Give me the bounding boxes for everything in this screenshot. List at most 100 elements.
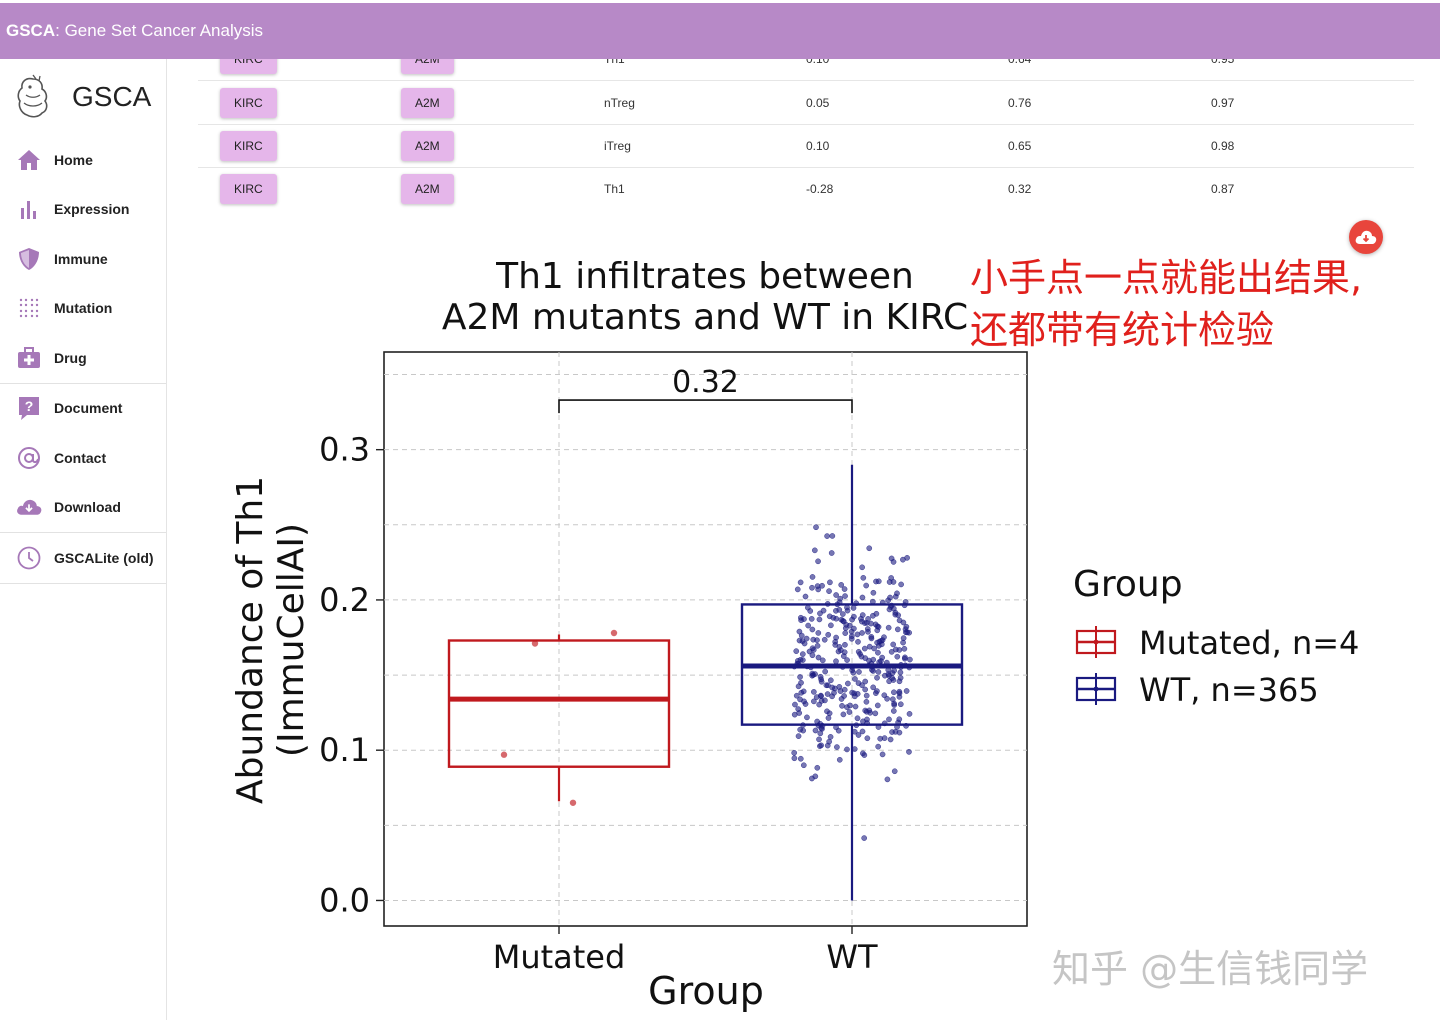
data-point <box>840 618 847 625</box>
data-point <box>842 641 848 648</box>
data-point <box>836 756 843 763</box>
y-tick-label: 0.1 <box>319 731 370 769</box>
data-point <box>809 626 816 633</box>
gene-chip[interactable]: A2M <box>401 130 454 161</box>
sidebar-item-drug[interactable]: Drug <box>0 333 166 383</box>
data-point <box>795 706 802 712</box>
value-2: 0.76 <box>1008 95 1032 110</box>
cell-type: iTreg <box>604 138 631 153</box>
download-fab-button[interactable] <box>1349 220 1383 254</box>
header-brand[interactable]: GSCA <box>6 21 56 40</box>
sidebar-item-gscalite-old[interactable]: GSCALite (old) <box>0 533 166 583</box>
annotation-line: 小手点一点就能出结果, <box>970 256 1363 300</box>
data-point <box>833 634 839 641</box>
x-tick-label: WT <box>826 938 878 976</box>
data-point <box>889 729 895 735</box>
data-point <box>865 628 871 635</box>
gene-chip[interactable]: A2M <box>401 87 454 118</box>
data-point <box>500 751 508 758</box>
table-row: KIRC A2M nTreg 0.05 0.76 0.97 <box>198 81 1414 125</box>
data-point <box>872 710 879 717</box>
data-point <box>811 689 817 695</box>
data-point <box>826 588 832 594</box>
data-point <box>812 547 818 554</box>
data-point <box>888 555 895 562</box>
data-point <box>875 578 882 585</box>
sidebar-item-home[interactable]: Home <box>0 135 166 185</box>
data-point <box>829 693 835 700</box>
data-point <box>859 682 865 689</box>
data-point <box>861 835 867 841</box>
y-tick-label: 0.3 <box>319 431 370 469</box>
data-point <box>875 743 881 750</box>
data-point <box>828 677 834 684</box>
home-icon <box>16 147 42 173</box>
table-row: KIRC A2M iTreg 0.10 0.65 0.98 <box>198 124 1414 168</box>
data-point <box>805 604 811 611</box>
data-point <box>900 639 906 646</box>
data-point <box>898 581 904 588</box>
data-point <box>824 601 831 607</box>
data-point <box>903 688 910 694</box>
data-point <box>814 765 821 771</box>
data-point <box>891 708 897 714</box>
sidebar-item-immune[interactable]: Immune <box>0 234 166 284</box>
data-point <box>840 711 847 718</box>
sidebar-item-label: Contact <box>54 449 107 466</box>
data-point <box>874 674 880 681</box>
data-point <box>833 724 839 731</box>
sidebar-item-download[interactable]: Download <box>0 483 166 533</box>
data-point <box>896 678 903 685</box>
data-point <box>894 590 900 597</box>
data-point <box>859 630 865 636</box>
data-point <box>801 616 807 622</box>
data-point <box>836 684 843 690</box>
data-point <box>797 674 803 680</box>
data-point <box>804 714 810 721</box>
data-point <box>855 732 862 738</box>
data-point <box>888 575 894 581</box>
data-point <box>897 669 904 676</box>
data-point <box>853 600 860 607</box>
data-point <box>795 683 802 690</box>
data-point <box>879 654 885 661</box>
sidebar-item-mutation[interactable]: Mutation <box>0 284 166 334</box>
sidebar-item-expression[interactable]: Expression <box>0 185 166 235</box>
data-point <box>849 616 855 623</box>
data-point <box>890 641 896 648</box>
data-point <box>808 664 814 671</box>
sidebar-logo[interactable]: GSCA <box>0 59 166 135</box>
data-point <box>809 652 816 659</box>
question-icon: ? <box>16 395 42 421</box>
data-point <box>853 722 860 729</box>
data-point <box>841 586 848 592</box>
data-point <box>794 660 801 667</box>
data-point <box>874 623 881 629</box>
data-point <box>846 709 853 715</box>
data-point <box>801 698 807 705</box>
data-point <box>902 662 909 669</box>
data-point <box>859 594 866 601</box>
cancer-chip[interactable]: KIRC <box>220 130 277 161</box>
data-point <box>833 658 839 665</box>
sidebar-item-contact[interactable]: Contact <box>0 433 166 483</box>
cancer-chip[interactable]: KIRC <box>220 173 277 204</box>
data-point <box>865 662 872 669</box>
data-point <box>875 724 882 730</box>
data-point <box>829 533 836 539</box>
data-point <box>891 689 897 696</box>
value-3: 0.98 <box>1211 138 1235 153</box>
data-point <box>866 707 873 714</box>
data-point <box>821 636 828 643</box>
data-point <box>836 607 843 613</box>
gene-chip[interactable]: A2M <box>401 173 454 204</box>
sidebar-item-document[interactable]: ? Document <box>0 384 166 434</box>
y-axis-title-line: Abundance of Th1 <box>230 476 271 804</box>
data-point <box>838 582 845 588</box>
data-point <box>836 599 843 606</box>
cancer-chip[interactable]: KIRC <box>220 87 277 118</box>
data-point <box>863 699 870 705</box>
data-point <box>854 715 861 722</box>
data-point <box>847 622 853 629</box>
